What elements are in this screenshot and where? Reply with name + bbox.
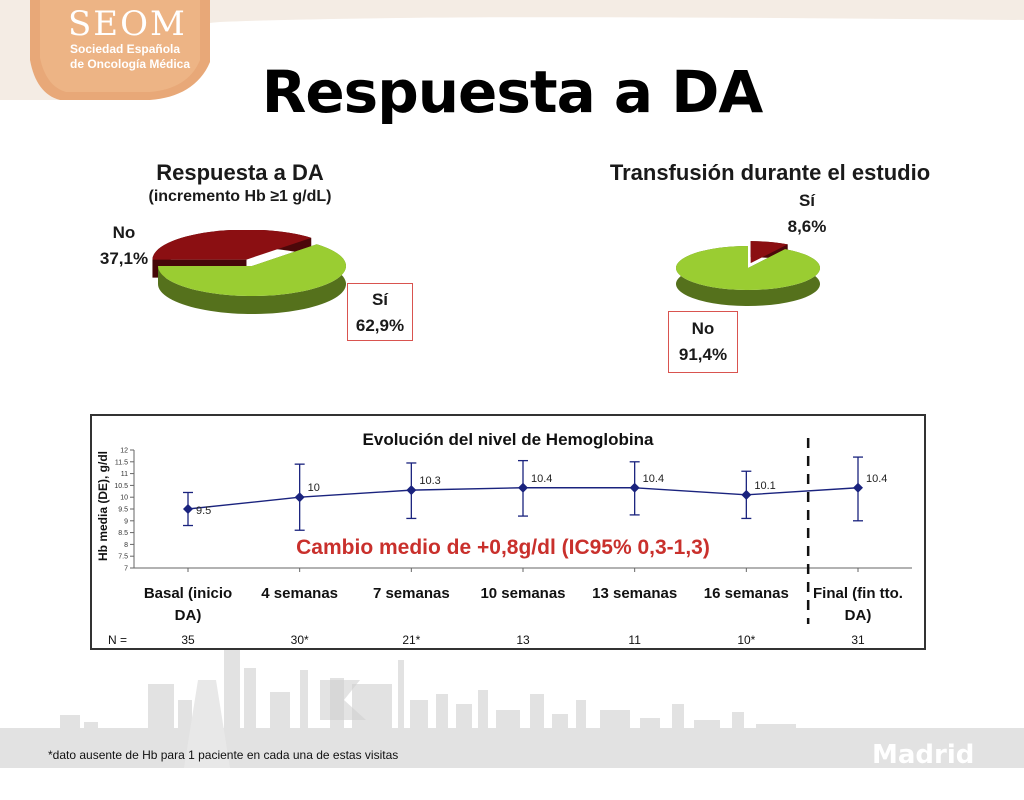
y-tick-label: 11.5 bbox=[115, 459, 128, 466]
right-pie-si-value: 8,6% bbox=[787, 217, 827, 236]
y-tick-label: 7.5 bbox=[118, 554, 128, 561]
right-pie-si-text: Sí bbox=[798, 191, 816, 210]
n-count-label: 11 bbox=[628, 633, 641, 647]
right-pie-slice-1 bbox=[676, 246, 820, 290]
event-year: 2010 bbox=[872, 770, 939, 800]
data-point-marker bbox=[518, 482, 528, 493]
footnote: *dato ausente de Hb para 1 paciente en c… bbox=[48, 748, 399, 762]
right-pie-no-text: No bbox=[691, 319, 715, 338]
data-point-label: 10.4 bbox=[643, 473, 664, 485]
right-pie-no-value: 91,4% bbox=[678, 345, 728, 364]
data-point-marker bbox=[629, 482, 640, 493]
slide-title: Respuesta a DA bbox=[261, 58, 764, 126]
x-category-label: 13 semanas bbox=[592, 585, 677, 602]
left-pie-slice-side-1 bbox=[158, 244, 346, 314]
y-tick-label: 7 bbox=[124, 566, 128, 573]
x-category-label: 10 semanas bbox=[480, 585, 565, 602]
hemoglobin-chart-frame bbox=[90, 414, 926, 650]
x-category-label: Basal (inicio bbox=[144, 585, 232, 602]
y-tick-label: 10.5 bbox=[114, 483, 128, 490]
x-category-label: 4 semanas bbox=[261, 585, 338, 602]
left-pie-si-value: 62,9% bbox=[355, 316, 405, 335]
left-pie-slice-0 bbox=[152, 230, 312, 260]
right-pie-chart bbox=[676, 241, 820, 306]
y-tick-label: 8.5 bbox=[118, 530, 128, 537]
logo-line1: Sociedad Española bbox=[70, 42, 181, 56]
line-chart-annotation: Cambio medio de +0,8g/dl (IC95% 0,3-1,3) bbox=[296, 536, 710, 559]
n-count-label: 10* bbox=[737, 633, 755, 647]
right-pie-si-label: Sí 8,6% bbox=[772, 188, 842, 240]
line-chart-title: Evolución del nivel de Hemoglobina bbox=[363, 430, 654, 449]
x-category-label: 7 semanas bbox=[373, 585, 450, 602]
right-pie-slice-0 bbox=[750, 241, 788, 264]
y-tick-label: 9 bbox=[124, 518, 128, 525]
left-pie-si-text: Sí bbox=[371, 290, 389, 309]
data-point-marker bbox=[741, 489, 752, 500]
x-category-label: Final (fin tto. bbox=[813, 585, 903, 602]
hemoglobin-line-chart: Evolución del nivel de Hemoglobina Hb me… bbox=[96, 430, 912, 647]
left-pie-no-text: No bbox=[112, 223, 136, 242]
left-pie-subtitle: (incremento Hb ≥1 g/dL) bbox=[148, 188, 332, 205]
data-point-label: 10.4 bbox=[531, 473, 552, 485]
left-pie-no-value: 37,1% bbox=[99, 249, 149, 268]
data-point-label: 10.3 bbox=[419, 475, 440, 487]
y-tick-label: 10 bbox=[120, 495, 128, 502]
data-point-label: 10 bbox=[308, 482, 320, 494]
n-count-label: 35 bbox=[181, 633, 195, 647]
logo-name: SEOM bbox=[68, 4, 187, 44]
madrid-skyline bbox=[0, 650, 1024, 768]
x-category-label: DA) bbox=[175, 607, 202, 624]
x-category-label: 16 semanas bbox=[704, 585, 789, 602]
n-count-label: 31 bbox=[851, 633, 865, 647]
data-point-marker bbox=[183, 504, 193, 514]
logo-line2: de Oncología Médica bbox=[70, 57, 191, 71]
event-city: Madrid bbox=[872, 740, 975, 770]
x-category-label: DA) bbox=[845, 607, 872, 624]
data-point-label: 10.4 bbox=[866, 473, 887, 485]
data-point-label: 10.1 bbox=[754, 480, 775, 492]
y-tick-label: 8 bbox=[124, 542, 128, 549]
left-pie-chart bbox=[152, 230, 346, 314]
left-pie-title: Respuesta a DA bbox=[156, 160, 324, 185]
n-row-label: N = bbox=[108, 633, 127, 647]
data-point-marker bbox=[853, 482, 863, 493]
line-chart-ylabel: Hb media (DE), g/dl bbox=[96, 451, 110, 561]
event-label: Madrid 2010 bbox=[872, 740, 1024, 800]
y-tick-label: 11 bbox=[121, 471, 128, 478]
y-tick-label: 12 bbox=[120, 448, 128, 455]
seom-logo-band bbox=[0, 0, 1024, 100]
right-pie-title: Transfusión durante el estudio bbox=[609, 160, 931, 185]
n-count-label: 13 bbox=[516, 633, 530, 647]
left-pie-si-label: Sí 62,9% bbox=[347, 283, 413, 341]
data-point-label: 9.5 bbox=[196, 505, 211, 517]
y-tick-label: 9.5 bbox=[118, 507, 128, 514]
n-count-label: 21* bbox=[402, 633, 420, 647]
left-pie-slice-1 bbox=[158, 244, 346, 296]
right-pie-no-label: No 91,4% bbox=[668, 311, 738, 373]
data-point-marker bbox=[406, 485, 417, 496]
left-pie-no-label: No 37,1% bbox=[92, 220, 156, 272]
n-count-label: 30* bbox=[291, 633, 309, 647]
data-point-marker bbox=[294, 492, 305, 503]
